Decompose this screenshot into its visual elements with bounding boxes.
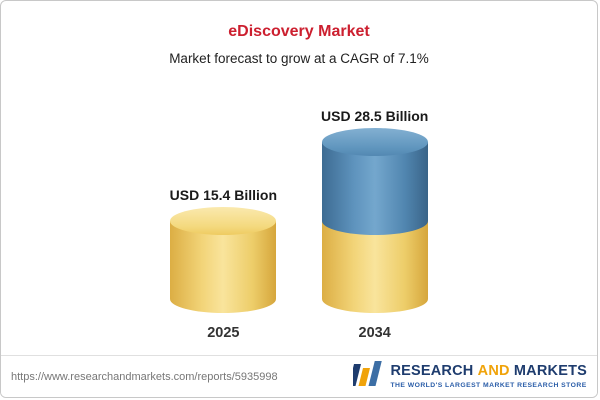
bar-2034: USD 28.5 Billion 2034	[321, 108, 428, 341]
logo-tagline: THE WORLD'S LARGEST MARKET RESEARCH STOR…	[390, 381, 587, 389]
chart-title: eDiscovery Market	[228, 23, 370, 40]
report-url: https://www.researchandmarkets.com/repor…	[11, 370, 278, 383]
chart-subtitle: Market forecast to grow at a CAGR of 7.1…	[169, 51, 429, 66]
footer: https://www.researchandmarkets.com/repor…	[1, 355, 597, 397]
bar-2034-year-label: 2034	[358, 325, 391, 341]
bar-2034-yellow-segment	[321, 220, 428, 313]
research-and-markets-logo: RESEARCH AND MARKETS THE WORLD'S LARGEST…	[348, 360, 587, 393]
logo-text: RESEARCH AND MARKETS THE WORLD'S LARGEST…	[390, 362, 587, 389]
bar-2034-blue-segment	[321, 142, 428, 235]
bar-2034-value-label: USD 28.5 Billion	[321, 108, 429, 125]
bars-area: USD 15.4 Billion 2025 USD 28.5 Billion 2…	[1, 108, 597, 341]
bar-2025-value-label: USD 15.4 Billion	[169, 186, 277, 203]
bar-2025-cap	[170, 206, 277, 235]
logo-wordmark: RESEARCH AND MARKETS	[390, 362, 587, 379]
bar-2025-cylinder	[170, 206, 277, 313]
bar-2025-year-label: 2025	[207, 325, 240, 341]
bar-2034-cylinder	[321, 128, 428, 313]
bar-2025-body	[170, 220, 277, 313]
bar-2034-cap	[321, 128, 428, 157]
bar-2025: USD 15.4 Billion 2025	[170, 187, 277, 341]
research-and-markets-logo-icon	[348, 360, 383, 393]
